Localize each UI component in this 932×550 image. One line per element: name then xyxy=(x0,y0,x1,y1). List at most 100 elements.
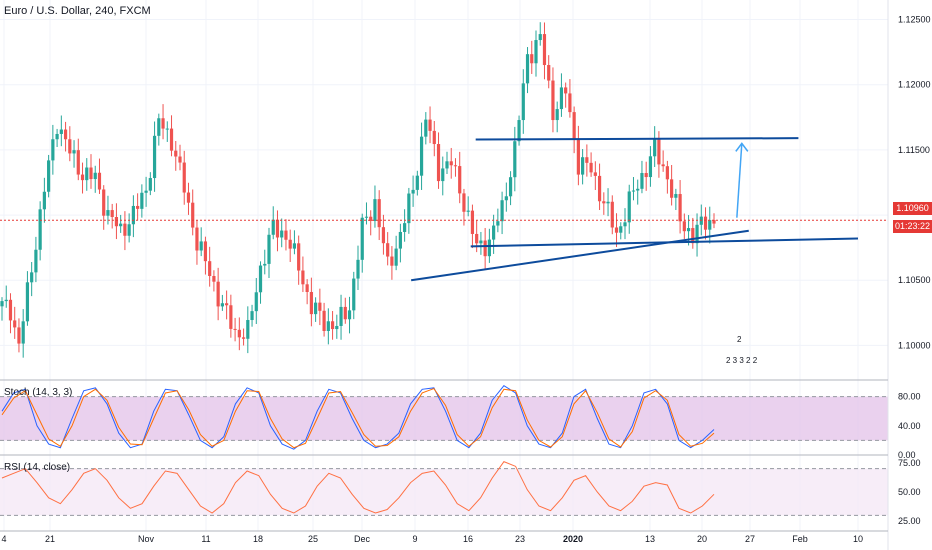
candle-body xyxy=(653,139,657,157)
candle-body xyxy=(636,188,640,191)
candle-body xyxy=(394,248,398,266)
candle-body xyxy=(445,161,449,169)
candle-body xyxy=(63,129,68,140)
candle-body xyxy=(21,321,25,344)
candle-body xyxy=(475,233,479,244)
trendline-target-arrow xyxy=(736,143,743,218)
candle-body xyxy=(466,210,470,212)
candle-body xyxy=(678,194,682,222)
event-badge-count[interactable]: 2 xyxy=(737,335,742,344)
chart-title: Euro / U.S. Dollar, 240, FXCM xyxy=(4,5,151,17)
candle-body xyxy=(144,190,148,193)
candle-body xyxy=(280,230,284,238)
indicator-tick-label: 0.00 xyxy=(898,450,916,460)
candle-body xyxy=(640,173,644,189)
time-tick-label: Feb xyxy=(792,534,808,544)
candle-body xyxy=(72,150,76,154)
candle-body xyxy=(462,193,466,212)
candle-body xyxy=(195,227,199,251)
time-tick-label: Nov xyxy=(138,534,155,544)
time-tick-label: 20 xyxy=(697,534,707,544)
candle-body xyxy=(47,160,51,192)
candle-body xyxy=(593,172,597,176)
indicator-band xyxy=(0,468,888,516)
candle-body xyxy=(500,200,504,222)
candle-body xyxy=(297,243,301,271)
time-tick-label: Dec xyxy=(354,534,371,544)
last-price-tag: 1.10960 xyxy=(893,202,932,215)
rsi-label: RSI (14, close) xyxy=(4,462,71,473)
candle-body xyxy=(411,189,415,194)
candle-body xyxy=(538,34,542,41)
candle-body xyxy=(356,259,360,279)
candle-body xyxy=(174,150,178,157)
candle-body xyxy=(610,201,614,228)
countdown-tag: 01:23:22 xyxy=(893,220,932,233)
candle-body xyxy=(551,80,555,121)
candle-body xyxy=(504,196,508,201)
candle-body xyxy=(80,174,85,181)
candle-body xyxy=(165,128,169,130)
candle-body xyxy=(161,118,165,129)
candle-body xyxy=(614,227,619,233)
candle-body xyxy=(483,240,487,257)
candle-body xyxy=(458,166,462,194)
candle-body xyxy=(275,219,280,238)
candle-body xyxy=(42,191,46,210)
time-tick-label: 25 xyxy=(308,534,318,544)
candle-body xyxy=(627,191,631,223)
candle-body xyxy=(619,226,623,233)
candle-body xyxy=(246,320,250,339)
candle-body xyxy=(305,284,309,292)
candle-body xyxy=(208,261,212,277)
indicator-tick-label: 80.00 xyxy=(898,392,921,402)
candle-body xyxy=(119,223,123,227)
time-tick-label: 10 xyxy=(853,534,863,544)
candle-body xyxy=(212,276,216,282)
candle-body xyxy=(237,329,241,338)
candle-body xyxy=(314,302,318,315)
time-tick-label: 11 xyxy=(201,534,210,544)
candle-body xyxy=(496,221,500,226)
candle-body xyxy=(487,239,491,257)
time-tick-label: 23 xyxy=(515,534,525,544)
candle-body xyxy=(602,201,606,204)
time-tick-label: 9 xyxy=(412,534,417,544)
price-tick-label: 1.12000 xyxy=(898,80,931,90)
candle-body xyxy=(292,243,297,249)
candle-body xyxy=(191,202,195,228)
candle-body xyxy=(441,168,445,182)
candle-body xyxy=(470,210,475,234)
candle-body xyxy=(657,139,661,165)
candle-body xyxy=(25,282,30,322)
indicator-tick-label: 40.00 xyxy=(898,421,921,431)
candle-body xyxy=(17,327,21,344)
candle-body xyxy=(30,272,34,283)
candle-body xyxy=(377,199,381,228)
candle-body xyxy=(665,166,669,180)
indicator-tick-label: 50.00 xyxy=(898,487,921,497)
time-tick-label: 2020 xyxy=(563,534,583,544)
candle-body xyxy=(398,231,402,249)
candle-body xyxy=(51,139,55,161)
candle-body xyxy=(38,209,42,250)
candle-body xyxy=(110,210,114,217)
candle-body xyxy=(140,192,144,209)
event-badge-row[interactable]: 2 3 3 2 2 xyxy=(726,356,758,365)
candle-body xyxy=(322,310,326,331)
arrow-head xyxy=(735,142,749,152)
candle-body xyxy=(542,34,547,66)
candle-body xyxy=(301,270,305,285)
candle-body xyxy=(644,173,648,178)
trendlines[interactable] xyxy=(410,137,859,282)
candle-body xyxy=(508,177,513,197)
stoch-pane: 80.00 40.00 0.00 xyxy=(0,384,921,460)
candle-body xyxy=(34,249,38,273)
candle-body xyxy=(670,179,674,198)
candle-body xyxy=(233,328,237,330)
candle-body xyxy=(178,156,182,163)
candle-body xyxy=(55,133,59,140)
time-tick-label: 4 xyxy=(1,534,6,544)
